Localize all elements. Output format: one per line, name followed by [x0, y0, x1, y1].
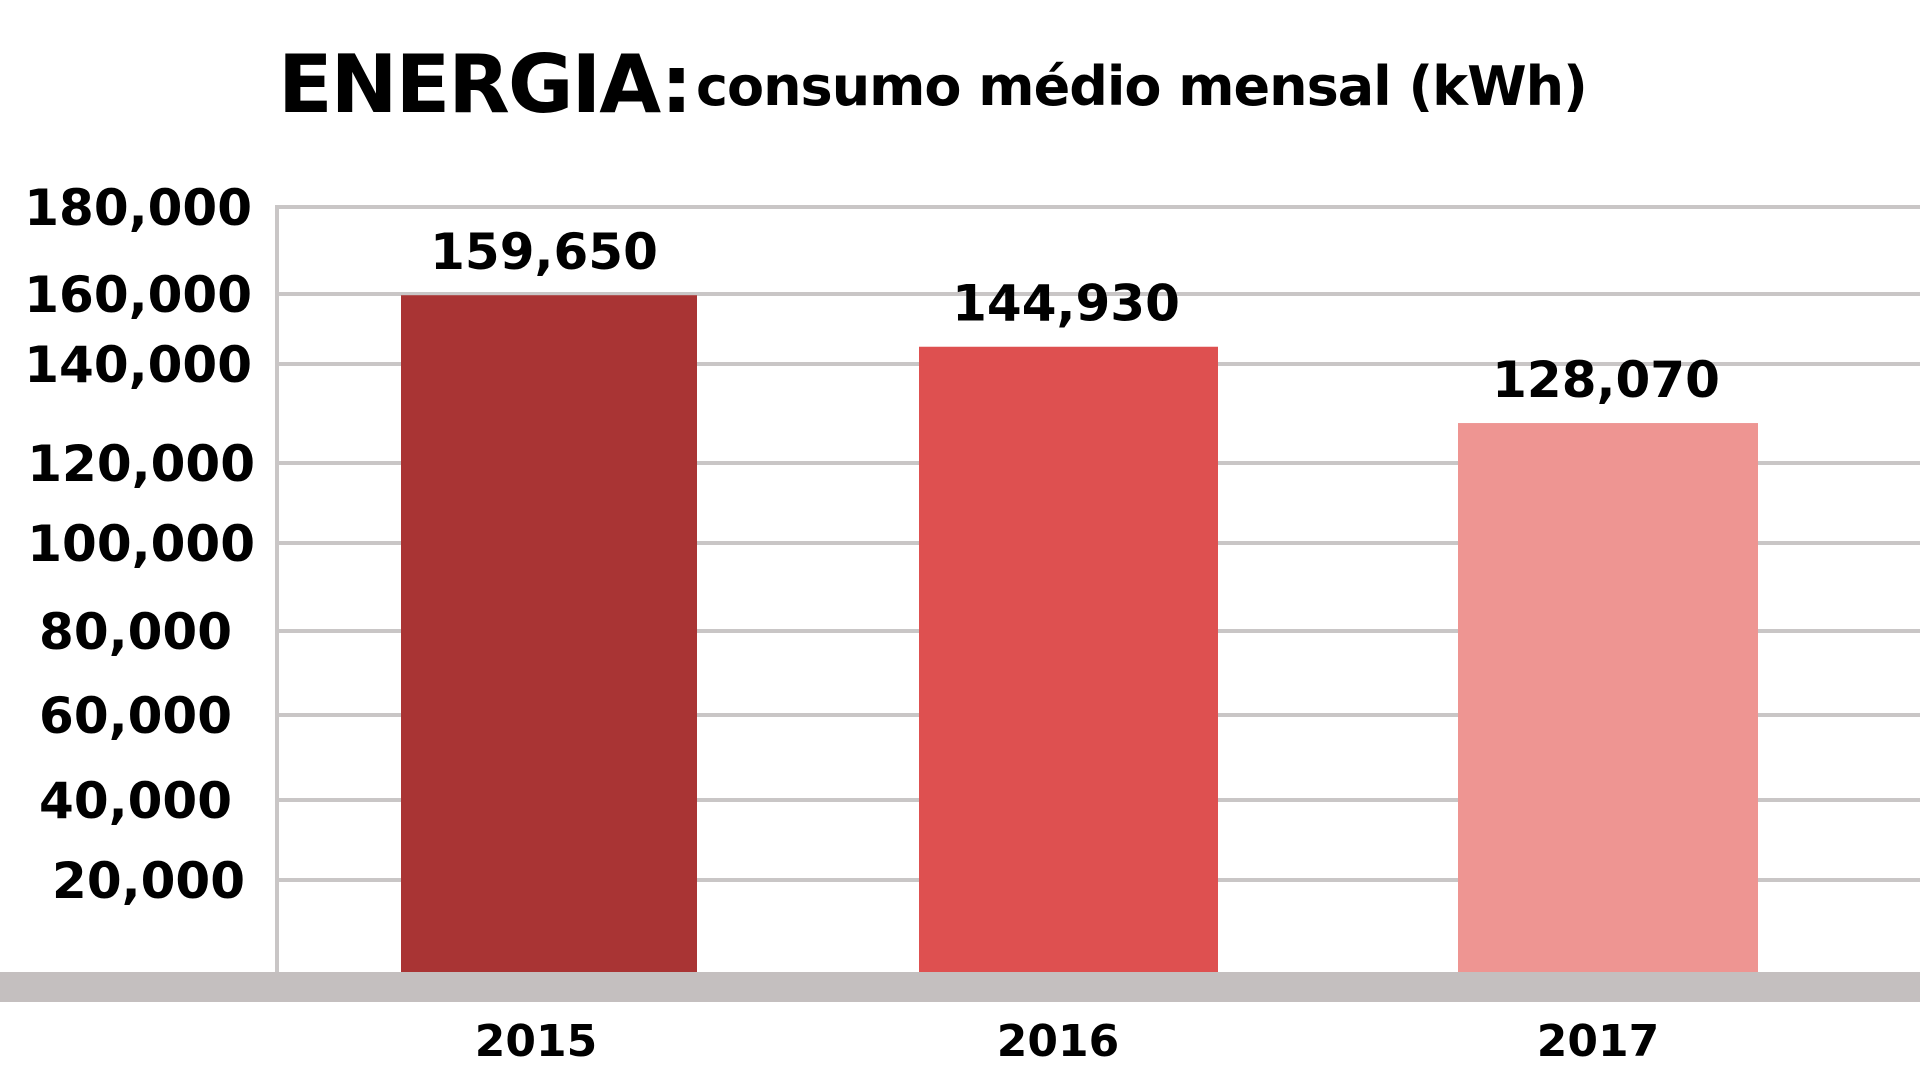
- chart-subtitle: consumo médio mensal (kWh): [696, 55, 1588, 118]
- y-tick-label: 180,000: [24, 179, 252, 237]
- bar-2016: [919, 346, 1218, 972]
- y-tick-label: 140,000: [24, 336, 252, 394]
- y-tick-label: 20,000: [52, 852, 245, 910]
- y-tick-label: 40,000: [39, 772, 232, 830]
- data-label: 159,650: [430, 223, 658, 281]
- y-tick-label: 120,000: [27, 435, 255, 493]
- y-tick-label: 100,000: [27, 515, 255, 573]
- y-tick-label: 160,000: [24, 266, 252, 324]
- bar-2015: [401, 295, 697, 973]
- x-tick-label: 2017: [1537, 1016, 1659, 1067]
- bars: [0, 295, 1920, 1002]
- x-axis-band: [0, 972, 1920, 1002]
- x-axis-tick-labels: 2015 2016 2017: [475, 1016, 1659, 1067]
- value-labels: 159,650 144,930 128,070: [430, 223, 1720, 409]
- x-tick-label: 2016: [997, 1016, 1119, 1067]
- data-label: 144,930: [952, 275, 1180, 333]
- bar-2017: [1458, 423, 1758, 973]
- y-tick-label: 80,000: [39, 603, 232, 661]
- data-label: 128,070: [1492, 351, 1720, 409]
- chart-title: ENERGIA:: [278, 38, 693, 131]
- x-tick-label: 2015: [475, 1016, 597, 1067]
- y-tick-label: 60,000: [39, 687, 232, 745]
- y-axis-tick-labels: 20,000 40,000 60,000 80,000 100,000 120,000 14…: [24, 179, 255, 910]
